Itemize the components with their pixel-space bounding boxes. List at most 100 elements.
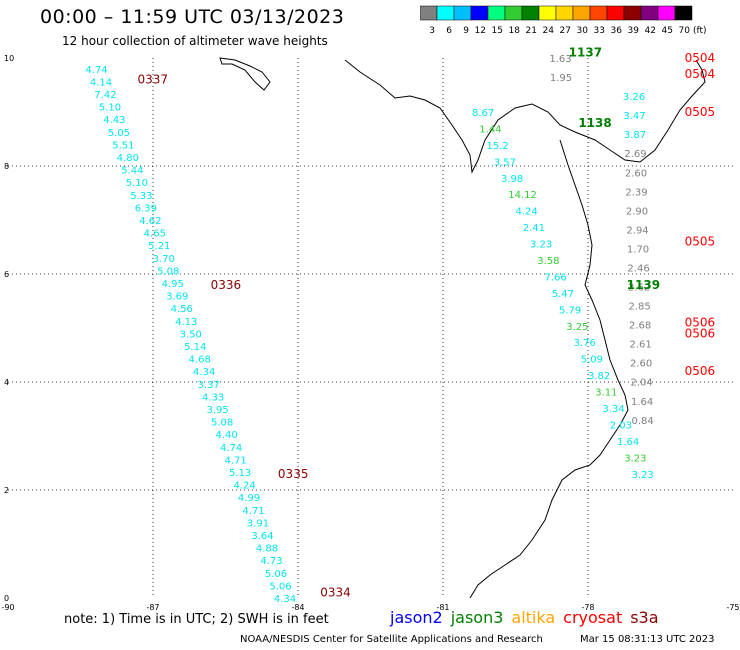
coastline — [219, 57, 706, 599]
track-time-label: 0336 — [211, 278, 242, 292]
wave-height-value: 4.33 — [202, 392, 224, 403]
scale-label: 70 — [679, 26, 691, 36]
scale-swatch — [470, 5, 489, 21]
track-time-label: 1137 — [569, 46, 602, 60]
scale-swatch — [504, 5, 523, 21]
wave-height-value: 3.26 — [623, 92, 645, 103]
satellite-legend: jason2 jason3 altika cryosat s3a — [390, 608, 667, 627]
scale-label: 27 — [560, 26, 571, 36]
y-tick-label: 4 — [4, 378, 9, 387]
wave-height-value: 4.88 — [256, 544, 278, 555]
wave-height-value: 8.67 — [472, 108, 494, 119]
wave-height-value: 5.06 — [269, 581, 291, 592]
scale-label: 3 — [429, 26, 435, 36]
track-time-label: 0505 — [685, 105, 716, 119]
wave-height-value: 3.47 — [623, 111, 645, 122]
y-tick-label: 6 — [4, 270, 9, 279]
wave-height-value: 3.34 — [603, 404, 625, 415]
wave-height-value: 4.24 — [516, 207, 538, 218]
wave-height-value: 3.25 — [566, 322, 588, 333]
wave-height-value: 2.46 — [627, 263, 649, 274]
track-time-label: 0505 — [685, 235, 716, 249]
scale-swatch — [589, 5, 608, 21]
satellite-legend-s3a: s3a — [630, 608, 659, 627]
wave-height-value: 2.60 — [625, 168, 647, 179]
wave-height-value: 5.21 — [148, 241, 170, 252]
y-tick-label: 0 — [4, 594, 9, 603]
scale-label: 39 — [628, 26, 640, 36]
wave-height-value: 4.24 — [233, 481, 255, 492]
wave-height-value: 5.10 — [99, 103, 121, 114]
wave-height-value: 3.57 — [494, 157, 516, 168]
wave-height-value: 4.74 — [220, 443, 242, 454]
y-tick-label: 10 — [4, 54, 14, 63]
wave-height-value: 3.91 — [247, 518, 269, 529]
wave-height-value: 6.39 — [135, 203, 157, 214]
scale-unit: (ft) — [693, 26, 707, 36]
wave-height-value: 1.63 — [549, 54, 571, 65]
wave-height-value: 5.08 — [211, 418, 233, 429]
wave-height-value: 5.14 — [184, 342, 206, 353]
scale-label: 30 — [577, 26, 589, 36]
scale-swatch — [420, 5, 438, 21]
wave-height-value: 4.40 — [215, 430, 237, 441]
page-subtitle: 12 hour collection of altimeter wave hei… — [62, 34, 328, 48]
x-tick-label: -78 — [581, 603, 594, 612]
wave-height-value: 2.41 — [523, 223, 545, 234]
wave-height-value: 15.2 — [487, 141, 509, 152]
wave-height-value: 5.44 — [121, 166, 143, 177]
wave-height-value: 3.69 — [166, 292, 188, 303]
wave-height-value: 3.87 — [624, 130, 646, 141]
wave-height-value: 5.13 — [229, 468, 251, 479]
wave-height-value: 5.06 — [265, 569, 287, 580]
wave-height-value: 4.80 — [117, 153, 139, 164]
scale-label: 9 — [463, 26, 469, 36]
wave-height-value: 4.34 — [274, 594, 296, 605]
track-time-label: 0504 — [685, 51, 716, 65]
wave-height-value: 7.66 — [545, 272, 567, 283]
wave-height-value: 5.08 — [157, 266, 179, 277]
y-tick-label: 8 — [4, 162, 9, 171]
wave-height-value: 3.98 — [501, 174, 523, 185]
scale-swatch — [487, 5, 506, 21]
satellite-legend-jason3: jason3 — [450, 608, 504, 627]
x-tick-label: -75 — [726, 603, 739, 612]
wave-height-value: 4.14 — [90, 77, 112, 88]
wave-height-value: 2.60 — [630, 359, 652, 370]
footer-credit: NOAA/NESDIS Center for Satellite Applica… — [240, 634, 543, 645]
wave-height-value: 5.47 — [552, 289, 574, 300]
page-title: 00:00 – 11:59 UTC 03/13/2023 — [40, 6, 345, 28]
scale-label: 24 — [543, 26, 555, 36]
wave-height-value: 2.85 — [628, 302, 650, 313]
y-tick-label: 2 — [4, 486, 9, 495]
wave-height-value: 2.39 — [625, 187, 647, 198]
track-time-labels: 0337 0336 0335 0334 1137 1138 1139 0504 0504 0505… — [138, 46, 716, 600]
wave-height-value: 4.71 — [242, 506, 264, 517]
scale-label: 18 — [509, 26, 521, 36]
wave-height-value: 3.11 — [595, 388, 617, 399]
scale-swatch — [657, 5, 676, 21]
wave-height-value: 2.61 — [629, 340, 651, 351]
wave-height-value: 4.13 — [175, 317, 197, 328]
wave-height-value: 1.95 — [550, 73, 572, 84]
wave-height-value: 3.70 — [153, 254, 175, 265]
scale-swatch — [521, 5, 540, 21]
track-time-label: 0504 — [685, 67, 716, 81]
wave-height-value: 3.95 — [207, 405, 229, 416]
wave-height-value: 2.03 — [610, 420, 632, 431]
scale-swatch — [640, 5, 659, 21]
coastline-path — [219, 57, 271, 91]
wave-height-value: 4.95 — [162, 279, 184, 290]
wave-height-value: 5.79 — [559, 305, 581, 316]
scale-swatch — [674, 5, 693, 21]
wave-height-value: 2.90 — [626, 206, 648, 217]
scale-swatch — [623, 5, 642, 21]
color-scale-legend: 3 6 9 12 15 18 21 24 27 30 33 36 39 42 45 70 (ft) — [420, 5, 707, 36]
wave-height-value: 4.56 — [171, 304, 193, 315]
scale-label: 12 — [475, 26, 486, 36]
wave-height-value: 1.70 — [627, 244, 649, 255]
wave-height-value: 4.99 — [238, 493, 260, 504]
scale-label: 15 — [492, 26, 503, 36]
wave-height-value: 14.12 — [508, 190, 537, 201]
